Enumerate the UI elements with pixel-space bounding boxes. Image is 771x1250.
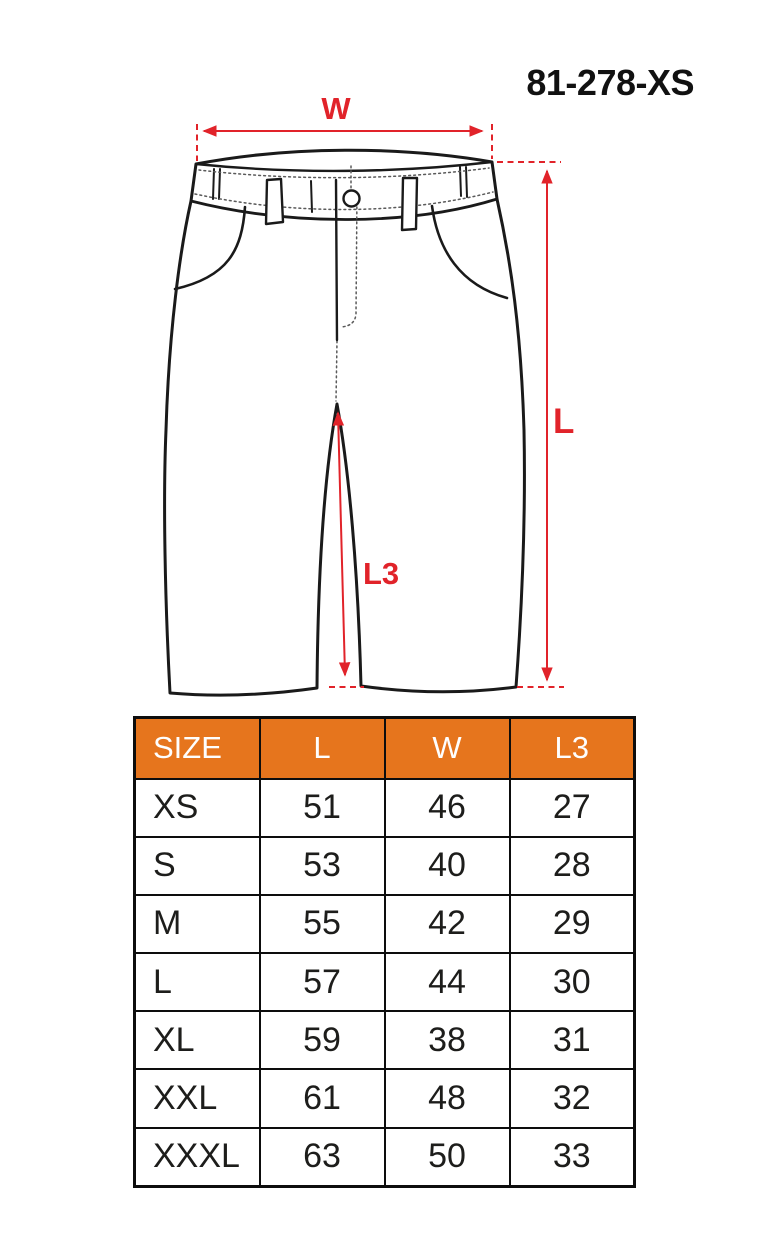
size-cell: XL (133, 1010, 261, 1071)
l3-cell: 33 (508, 1126, 636, 1188)
w-cell: 42 (383, 893, 511, 955)
header-l3: L3 (508, 716, 636, 780)
l3-cell: 28 (508, 835, 636, 896)
l3-cell: 31 (508, 1010, 636, 1071)
waistband-closure-seam (310, 180, 313, 213)
size-table: SIZE L W L3 XS 51 46 27 S 53 40 28 M 55 (133, 716, 636, 1188)
product-code-title: 81-278-XS (526, 62, 694, 103)
shorts-silhouette (163, 148, 526, 697)
w-cell: 50 (383, 1126, 511, 1188)
crotch-seam-stitch (335, 340, 338, 402)
table-row: XL 59 38 31 (133, 1010, 636, 1071)
size-cell: XXXL (133, 1126, 261, 1188)
size-table-header-row: SIZE L W L3 (133, 716, 636, 780)
header-w: W (383, 716, 511, 780)
l-cell: 63 (258, 1126, 386, 1188)
header-size: SIZE (133, 716, 261, 780)
w-cell: 38 (383, 1010, 511, 1071)
l3-cell: 30 (508, 952, 636, 1013)
w-cell: 48 (383, 1068, 511, 1129)
waistband-seam-left (212, 168, 221, 200)
size-cell: L (133, 952, 261, 1013)
table-row: M 55 42 29 (133, 893, 636, 955)
l3-cell: 32 (508, 1068, 636, 1129)
width-dimension-label: W (321, 91, 351, 126)
left-pocket-curve (173, 205, 247, 291)
w-cell: 44 (383, 952, 511, 1013)
table-row: XXL 61 48 32 (133, 1068, 636, 1129)
size-cell: M (133, 893, 261, 955)
table-row: XXXL 63 50 33 (133, 1126, 636, 1188)
l3-cell: 29 (508, 893, 636, 955)
table-row: XS 51 46 27 (133, 777, 636, 838)
inseam-dimension-arrow (332, 411, 351, 677)
shorts-measurement-diagram: W L L3 (163, 91, 574, 697)
inseam-dimension-label: L3 (363, 556, 399, 591)
right-pocket-curve (430, 204, 509, 300)
waistband-bottom-stitch (194, 191, 494, 211)
fly-j-stitch (340, 191, 358, 328)
table-row: L 57 44 30 (133, 952, 636, 1013)
size-cell: XXL (133, 1068, 261, 1129)
w-cell: 46 (383, 777, 511, 838)
w-cell: 40 (383, 835, 511, 896)
fly-edge-line (334, 178, 339, 342)
table-row: S 53 40 28 (133, 835, 636, 896)
header-l: L (258, 716, 386, 780)
l-cell: 61 (258, 1068, 386, 1129)
l3-cell: 27 (508, 777, 636, 838)
size-cell: S (133, 835, 261, 896)
waist-opening-curve (194, 160, 494, 173)
belt-loop-left (264, 177, 285, 226)
belt-loop-right (400, 176, 419, 232)
length-dimension-label: L (553, 402, 574, 441)
l-cell: 57 (258, 952, 386, 1013)
waist-button (342, 189, 361, 208)
l-cell: 51 (258, 777, 386, 838)
l-cell: 53 (258, 835, 386, 896)
l-cell: 59 (258, 1010, 386, 1071)
l-cell: 55 (258, 893, 386, 955)
waistband-bottom-edge (189, 197, 499, 221)
waistband-top-stitch (198, 167, 490, 179)
size-cell: XS (133, 777, 261, 838)
